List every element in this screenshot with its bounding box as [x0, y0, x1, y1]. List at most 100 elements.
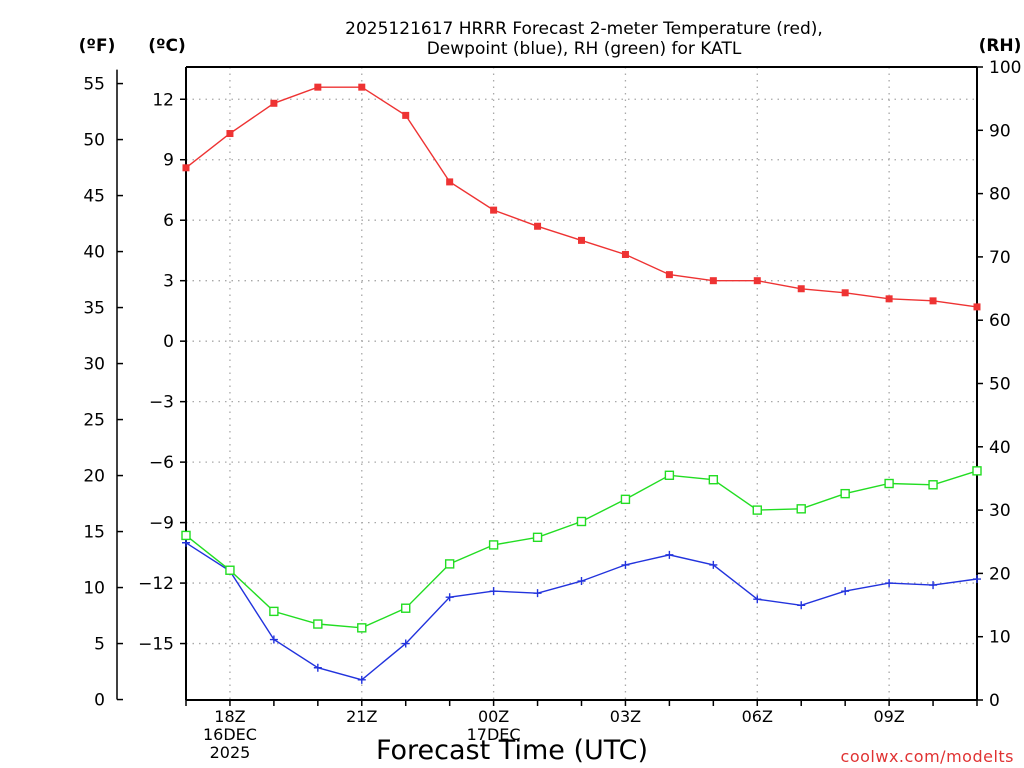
dewpoint-point	[401, 639, 410, 648]
rh-tick-label: 80	[989, 185, 1011, 205]
temperature-point	[929, 297, 937, 305]
rh-tick-label: 20	[989, 564, 1011, 584]
dewpoint-point	[445, 593, 454, 602]
relative-humidity-point	[488, 540, 499, 550]
x-tick-label: 16DEC	[203, 725, 257, 744]
relative-humidity-point	[972, 466, 982, 476]
relative-humidity-point	[796, 504, 806, 514]
temperature-point	[182, 164, 190, 172]
x-tick-label: 18Z	[214, 707, 245, 726]
x-tick-label: 00Z	[478, 707, 509, 726]
celsius-tick-label: 0	[163, 332, 174, 352]
rh-tick-label: 60	[989, 311, 1011, 331]
rh-tick-label: 30	[989, 501, 1011, 521]
dewpoint-point	[665, 550, 674, 559]
x-tick-label: 06Z	[742, 707, 773, 726]
temperature-point	[797, 285, 805, 293]
x-axis-title: Forecast Time (UTC)	[376, 735, 648, 766]
relative-humidity-point	[181, 530, 191, 541]
temperature-point	[402, 111, 410, 119]
temperature-point	[226, 130, 234, 138]
dewpoint-point	[577, 577, 586, 586]
rh-tick-label: 100	[989, 58, 1021, 78]
fahrenheit-tick-label: 20	[83, 467, 105, 487]
dewpoint-point	[357, 675, 366, 684]
temperature-point	[270, 99, 278, 107]
relative-humidity-point	[664, 470, 675, 480]
temperature-point	[753, 277, 761, 285]
temperature-point	[885, 295, 893, 303]
rh-tick-label: 0	[989, 691, 1000, 711]
celsius-tick-label: 6	[163, 211, 174, 231]
relative-humidity-point	[884, 478, 894, 489]
celsius-tick-label: −12	[138, 574, 174, 594]
fahrenheit-tick-label: 50	[83, 131, 105, 151]
fahrenheit-tick-label: 10	[83, 579, 105, 599]
relative-humidity-point	[401, 603, 411, 613]
temperature-point	[358, 83, 366, 91]
temperature-point	[665, 271, 673, 279]
dewpoint-point	[973, 575, 981, 584]
chart-title-line1: 2025121617 HRRR Forecast 2-meter Tempera…	[345, 19, 823, 39]
fahrenheit-tick-label: 0	[94, 691, 105, 711]
temperature-point	[709, 277, 717, 285]
fahrenheit-tick-label: 45	[83, 187, 105, 207]
series	[181, 83, 982, 684]
rh-tick-label: 40	[989, 438, 1011, 458]
temperature-point	[578, 236, 585, 244]
relative-humidity-point	[313, 619, 323, 629]
temperature-point	[973, 303, 981, 311]
relative-humidity-point	[620, 494, 631, 505]
x-tick-label: 2025	[210, 743, 251, 762]
temperature-point	[314, 83, 322, 91]
relative-humidity-point	[928, 480, 938, 490]
fahrenheit-tick-label: 40	[83, 243, 105, 263]
rh-axis-label: (RH)	[979, 36, 1022, 56]
x-tick-label: 21Z	[346, 707, 377, 726]
watermark: coolwx.com/modelts	[841, 747, 1014, 766]
relative-humidity-point	[840, 488, 850, 499]
relative-humidity-point	[225, 565, 235, 575]
relative-humidity-point	[532, 532, 543, 543]
relative-humidity-point	[269, 606, 279, 617]
dewpoint-point	[621, 560, 630, 569]
celsius-tick-label: 12	[152, 90, 174, 110]
x-tick-label: 09Z	[873, 707, 904, 726]
relative-humidity-point	[576, 516, 587, 527]
fahrenheit-tick-label: 15	[83, 523, 105, 543]
celsius-axis-label: (ºC)	[148, 36, 186, 56]
relative-humidity-point	[752, 505, 762, 515]
temperature-line	[185, 86, 978, 308]
temperature-point	[490, 206, 498, 214]
celsius-tick-label: −9	[149, 514, 174, 534]
fahrenheit-tick-label: 25	[83, 411, 105, 431]
dewpoint-point	[269, 635, 278, 644]
celsius-tick-label: −3	[149, 393, 174, 413]
fahrenheit-tick-label: 35	[83, 299, 105, 319]
dewpoint-point	[753, 595, 762, 604]
celsius-tick-label: −6	[149, 453, 174, 473]
dewpoint-point	[797, 601, 806, 610]
fahrenheit-tick-label: 55	[83, 75, 105, 95]
dewpoint-point	[885, 579, 894, 588]
dewpoint-point	[313, 663, 322, 672]
celsius-tick-label: −15	[138, 635, 174, 655]
temperature-point	[621, 250, 629, 258]
relative-humidity-point	[357, 623, 367, 633]
x-tick-label: 03Z	[610, 707, 641, 726]
dewpoint-point	[533, 589, 542, 598]
dewpoint-line	[185, 542, 978, 681]
rh-tick-label: 10	[989, 628, 1011, 648]
fahrenheit-axis-label: (ºF)	[79, 36, 116, 56]
relative-humidity-point	[708, 475, 719, 485]
temperature-point	[841, 289, 849, 297]
temperature-point	[534, 222, 542, 230]
dewpoint-point	[709, 560, 718, 569]
chart-title-line2: Dewpoint (blue), RH (green) for KATL	[427, 39, 742, 59]
rh-tick-label: 90	[989, 121, 1011, 141]
fahrenheit-tick-label: 5	[94, 635, 105, 655]
fahrenheit-tick-label: 30	[83, 355, 105, 375]
axes: 129630−3−6−9−12−155550454035302520151050…	[83, 58, 1021, 762]
relative-humidity-line	[185, 470, 978, 629]
